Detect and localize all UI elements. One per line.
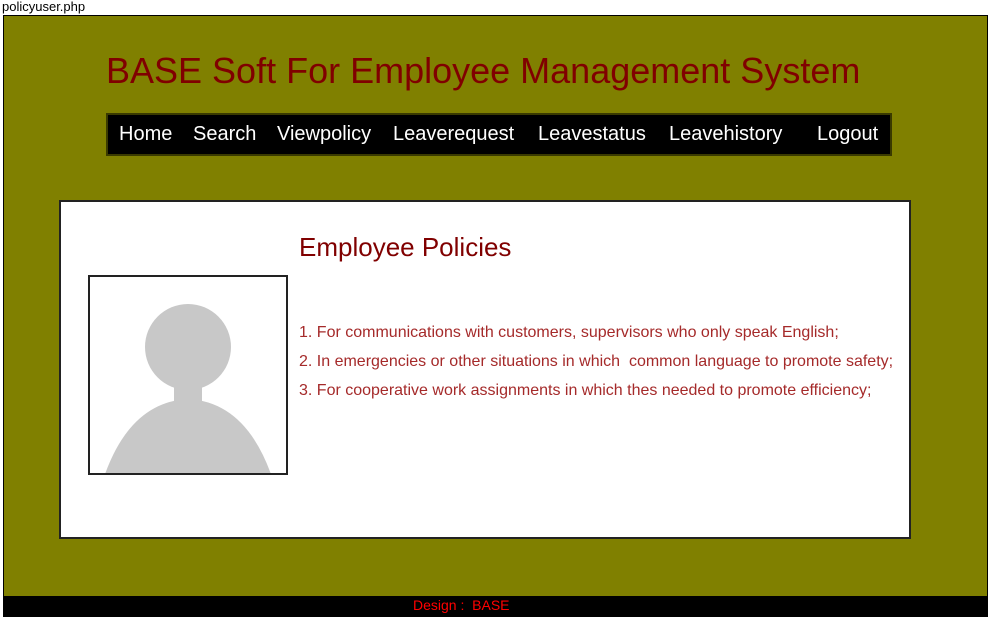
nav-bar: Home Search Viewpolicy Leaverequest Leav… [106,113,892,156]
policies-title: Employee Policies [299,232,512,262]
content-panel: Employee Policies 1. For communications … [59,200,911,539]
nav-viewpolicy-link[interactable]: Viewpolicy [277,123,372,145]
site-title: BASE Soft For Employee Management System [106,50,861,91]
policy-item-3: 3. For cooperative work assignments in w… [299,382,872,399]
nav-leaverequest-link[interactable]: Leaverequest [393,123,515,145]
nav-search-link[interactable]: Search [193,123,257,145]
avatar [88,275,288,475]
footer-credit: Design : BASE [413,597,510,613]
user-silhouette-icon [105,304,271,473]
page-container: BASE Soft For Employee Management System… [3,15,988,597]
nav-leavestatus-link[interactable]: Leavestatus [538,123,646,145]
policy-item-1: 1. For communications with customers, su… [299,324,839,341]
file-label: policyuser.php [2,0,86,14]
nav-leavehistory-link[interactable]: Leavehistory [669,123,783,145]
nav-home-link[interactable]: Home [119,123,173,145]
footer: Design : BASE [3,597,988,617]
nav-logout-link[interactable]: Logout [817,123,879,145]
policy-item-2: 2. In emergencies or other situations in… [299,353,894,370]
